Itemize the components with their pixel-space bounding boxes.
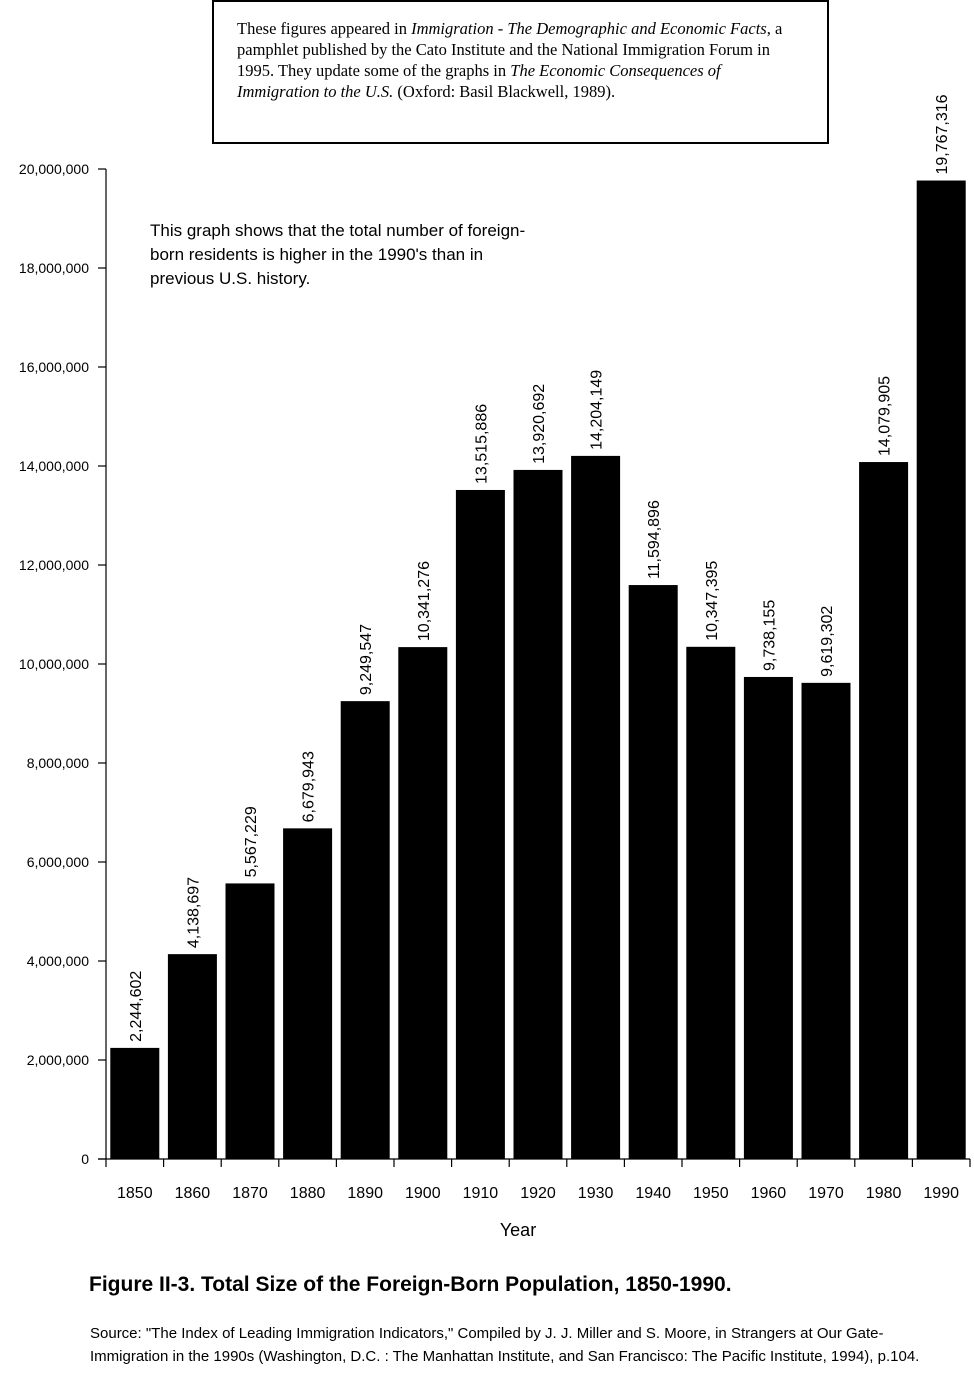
value-label: 5,567,229 xyxy=(243,806,260,877)
value-label: 6,679,943 xyxy=(301,751,318,822)
y-tick-label: 0 xyxy=(81,1151,89,1167)
y-tick-label: 4,000,000 xyxy=(27,953,89,969)
bar-1880 xyxy=(283,828,333,1159)
y-tick-label: 20,000,000 xyxy=(19,161,89,177)
x-tick-label: 1890 xyxy=(347,1185,383,1202)
bar-1890 xyxy=(340,701,390,1159)
x-tick-label: 1950 xyxy=(693,1185,729,1202)
bar-1900 xyxy=(398,647,448,1159)
x-tick-label: 1850 xyxy=(117,1185,153,1202)
value-label: 9,619,302 xyxy=(819,606,836,677)
bar-1930 xyxy=(571,455,621,1159)
note-text-part1: These figures appeared in xyxy=(237,19,412,38)
value-label: 4,138,697 xyxy=(185,877,202,948)
source-citation: Source: "The Index of Leading Immigratio… xyxy=(90,1325,920,1365)
value-label: 13,515,886 xyxy=(473,404,490,484)
chart-annotation: This graph shows that the total number o… xyxy=(150,221,526,288)
y-tick-label: 8,000,000 xyxy=(27,755,89,771)
x-tick-label: 1960 xyxy=(751,1185,787,1202)
bar-chart: 0 2,000,000 4,000,000 6,000,000 8,000,000 10,… xyxy=(19,94,971,1240)
x-axis-title: Year xyxy=(500,1220,536,1240)
x-tick-label: 1980 xyxy=(866,1185,902,1202)
value-label: 14,204,149 xyxy=(589,370,606,450)
bar-1860 xyxy=(167,954,217,1159)
value-label: 19,767,316 xyxy=(934,94,951,174)
value-label: 9,738,155 xyxy=(761,600,778,671)
y-tick-label: 16,000,000 xyxy=(19,359,89,375)
bars xyxy=(110,180,966,1160)
bar-1980 xyxy=(859,462,909,1160)
bar-1960 xyxy=(743,676,793,1159)
y-tick-label: 12,000,000 xyxy=(19,557,89,573)
y-tick-label: 14,000,000 xyxy=(19,458,89,474)
figure-caption: Figure II-3. Total Size of the Foreign-B… xyxy=(89,1273,732,1296)
bar-1870 xyxy=(225,883,275,1159)
value-label: 2,244,602 xyxy=(128,971,145,1042)
bar-1940 xyxy=(628,585,678,1159)
x-tick-label: 1920 xyxy=(520,1185,556,1202)
y-tick-label: 6,000,000 xyxy=(27,854,89,870)
bar-1990 xyxy=(916,180,966,1160)
bar-1920 xyxy=(513,469,563,1159)
value-label: 13,920,692 xyxy=(531,384,548,464)
value-label: 9,249,547 xyxy=(358,624,375,695)
x-tick-label: 1940 xyxy=(635,1185,671,1202)
value-label: 10,347,395 xyxy=(704,561,721,641)
x-tick-label: 1880 xyxy=(290,1185,326,1202)
y-tick-label: 18,000,000 xyxy=(19,260,89,276)
value-labels: 2,244,602 4,138,697 5,567,229 6,679,943 9,24… xyxy=(128,94,951,1042)
note-text-part2: , a pamphlet published by the Cato Insti… xyxy=(237,19,783,80)
x-tick-label: 1930 xyxy=(578,1185,614,1202)
x-tick-label: 1910 xyxy=(463,1185,499,1202)
x-tick-label: 1990 xyxy=(923,1185,959,1202)
x-tick-label: 1900 xyxy=(405,1185,441,1202)
value-label: 14,079,905 xyxy=(877,376,894,456)
bar-1950 xyxy=(686,646,736,1159)
bar-1850 xyxy=(110,1047,160,1159)
x-tick-label: 1970 xyxy=(808,1185,844,1202)
value-label: 11,594,896 xyxy=(646,500,663,579)
note-text-part3: (Oxford: Basil Blackwell, 1989). xyxy=(393,82,616,101)
value-label: 10,341,276 xyxy=(416,561,433,641)
bar-1910 xyxy=(455,489,505,1160)
note-title-pamphlet: Immigration - The Demographic and Econom… xyxy=(411,19,767,38)
x-tick-label: 1860 xyxy=(175,1185,211,1202)
x-tick-label: 1870 xyxy=(232,1185,268,1202)
y-axis: 0 2,000,000 4,000,000 6,000,000 8,000,000 10,… xyxy=(19,161,107,1167)
note-title-book: The Economic Consequences of Immigration… xyxy=(237,61,721,101)
x-axis: 1850 1860 1870 1880 1890 1900 1910 1920 1930 1940… xyxy=(98,1158,971,1202)
y-tick-label: 10,000,000 xyxy=(19,656,89,672)
bar-1970 xyxy=(801,682,851,1159)
source-note-box: These figures appeared in Immigration - … xyxy=(212,0,829,144)
y-tick-label: 2,000,000 xyxy=(27,1052,89,1068)
